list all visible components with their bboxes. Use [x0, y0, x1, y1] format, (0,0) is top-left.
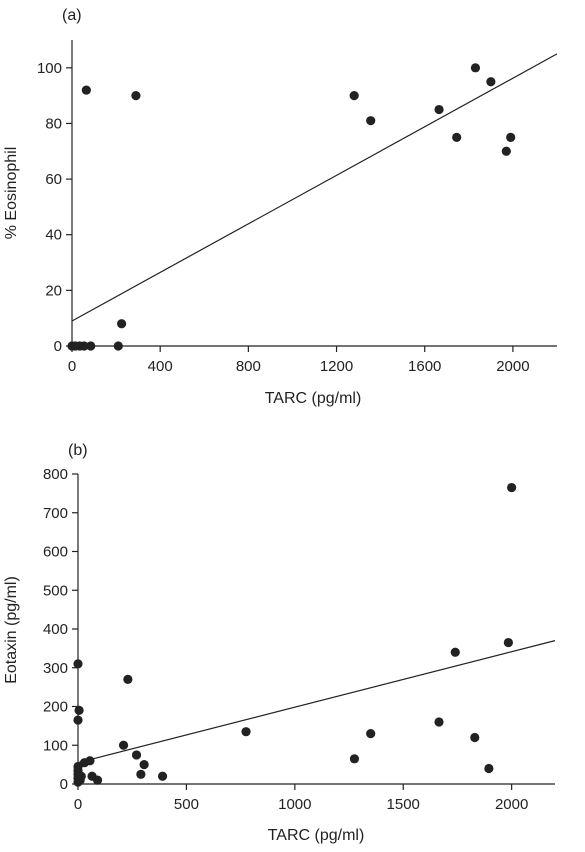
panel-b-x-axis-label: TARC (pg/ml)	[268, 827, 365, 844]
data-point	[366, 729, 376, 739]
data-point	[349, 91, 359, 101]
x-tick-label: 1500	[387, 796, 420, 813]
x-tick-label: 500	[174, 796, 199, 813]
y-tick-label: 100	[37, 60, 62, 77]
data-point	[506, 132, 516, 142]
panel-b-trendline	[77, 640, 556, 764]
y-tick-label: 500	[43, 582, 68, 599]
panel-a-y-axis-label: % Eosinophil	[3, 147, 20, 240]
y-tick-label: 60	[45, 171, 62, 188]
data-point	[349, 754, 360, 764]
data-point	[366, 116, 376, 126]
x-tick-label: 0	[68, 358, 76, 375]
panel-a-x-axis-label: TARC (pg/ml)	[265, 390, 362, 407]
data-point	[507, 482, 517, 493]
y-tick-label: 100	[43, 737, 68, 754]
data-point	[85, 756, 95, 766]
y-tick-label: 40	[45, 227, 62, 244]
data-point	[131, 750, 142, 760]
data-point	[484, 763, 494, 774]
y-tick-label: 0	[54, 338, 62, 355]
data-point	[73, 715, 83, 725]
panel-b-y-axis-label: Eotaxin (pg/ml)	[3, 576, 20, 684]
data-point	[131, 91, 141, 101]
y-tick-label: 20	[45, 282, 62, 299]
y-tick-label: 700	[43, 505, 68, 522]
data-point	[74, 705, 84, 715]
x-tick-label: 1600	[408, 358, 441, 375]
data-point	[79, 341, 89, 351]
data-point	[503, 637, 513, 648]
y-tick-label: 200	[43, 699, 68, 716]
x-tick-label: 2000	[495, 796, 528, 813]
data-point	[139, 760, 149, 770]
panel-a-eosinophil-chart: (a) 0 400 800 1200 1600 2000 0 20 40 60 80 100 TAR…	[3, 7, 558, 407]
data-point	[73, 659, 83, 669]
y-tick-label: 80	[45, 115, 62, 132]
y-tick-label: 300	[43, 660, 68, 677]
data-point	[86, 341, 96, 351]
panel-a-trendline	[71, 53, 558, 322]
x-tick-label: 0	[74, 796, 82, 813]
y-tick-label: 0	[60, 776, 68, 793]
data-point	[434, 717, 444, 727]
data-point	[452, 132, 462, 142]
panel-b-label: (b)	[68, 442, 88, 459]
y-tick-label: 600	[43, 544, 68, 561]
data-point	[123, 674, 133, 684]
data-point	[470, 63, 481, 73]
y-tick-label: 400	[43, 621, 68, 638]
data-point	[118, 740, 129, 750]
data-point	[113, 341, 123, 351]
data-point	[81, 85, 91, 95]
x-tick-label: 1000	[278, 796, 311, 813]
data-point	[450, 647, 460, 657]
x-tick-label: 400	[148, 358, 173, 375]
x-tick-label: 800	[236, 358, 261, 375]
data-point	[136, 769, 146, 779]
panel-a-label: (a)	[62, 7, 82, 24]
y-tick-label: 800	[43, 466, 68, 483]
data-point	[76, 771, 86, 781]
data-point	[117, 319, 127, 329]
panel-b-eotaxin-chart: (b) 0 500 1000 1500 2000 0 100 200 300 400 500 600…	[3, 442, 556, 844]
x-tick-label: 1200	[320, 358, 353, 375]
data-point	[470, 732, 480, 743]
data-point	[157, 771, 168, 781]
data-point	[92, 775, 103, 785]
data-point	[241, 727, 251, 737]
data-point	[434, 104, 444, 115]
data-point	[486, 77, 496, 87]
x-tick-label: 2000	[496, 358, 529, 375]
data-point	[501, 146, 511, 156]
